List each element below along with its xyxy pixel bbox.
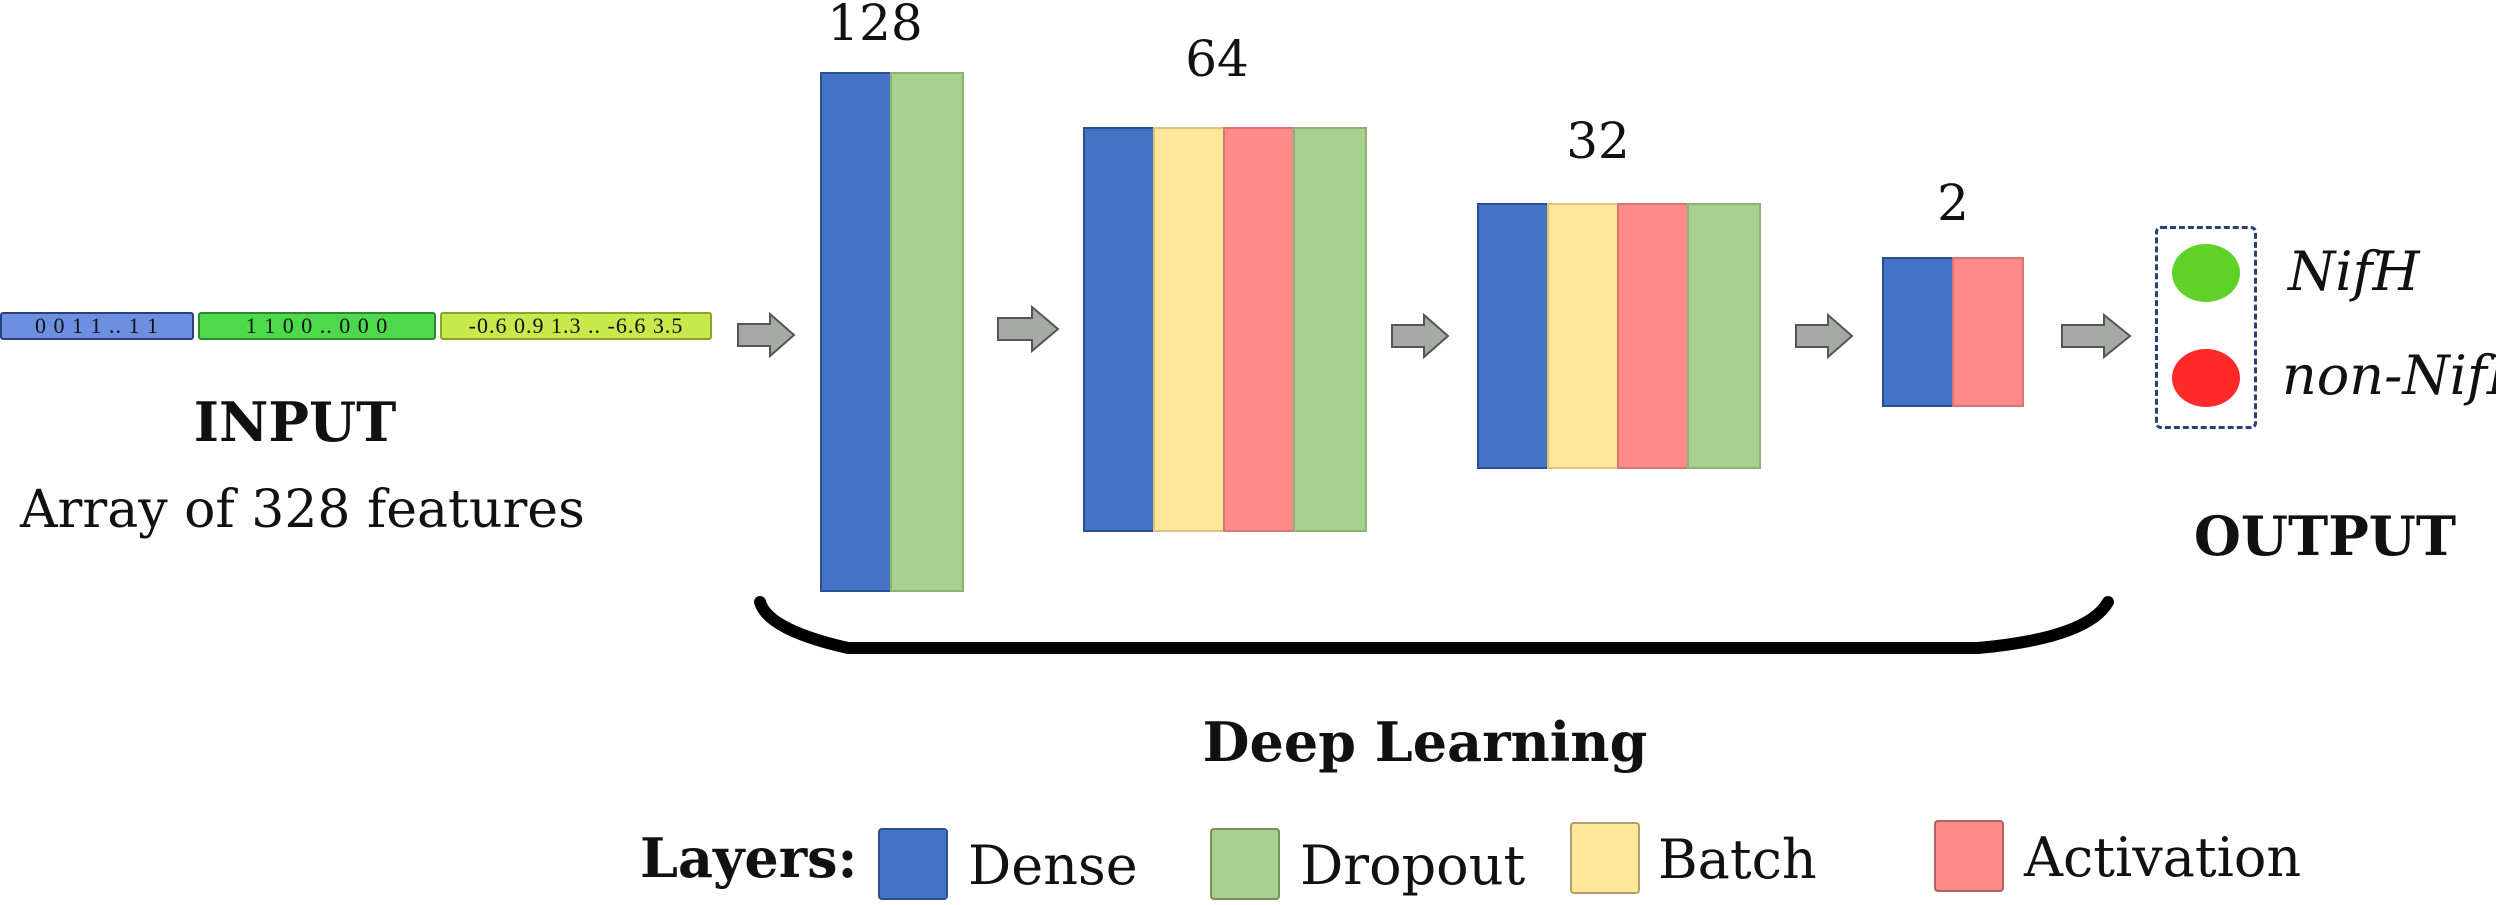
input-vector-real-text: -0.6 0.9 1.3 .. -6.6 3.5 <box>468 313 684 338</box>
layer-64-dense-block <box>1083 127 1155 532</box>
output-title: OUTPUT <box>2193 504 2457 568</box>
arrow-2-to-output-icon <box>2061 312 2132 360</box>
input-vector-real: -0.6 0.9 1.3 .. -6.6 3.5 <box>440 312 712 340</box>
output-nifh-label: NifH <box>2288 240 2420 303</box>
input-vector-binary-1-text: 0 0 1 1 .. 1 1 <box>35 313 159 338</box>
legend-dropout-swatch <box>1210 828 1280 900</box>
arrow-input-to-128-icon <box>737 311 796 359</box>
layer-2-dense-block <box>1882 257 1954 407</box>
layer-2-activation-block <box>1952 257 2024 407</box>
layer-2-size-label: 2 <box>1937 174 1969 232</box>
output-non-nifh-dot <box>2172 349 2240 407</box>
layer-128-size-label: 128 <box>827 0 923 52</box>
output-non-nifh-label: non-NifH <box>2282 344 2496 407</box>
input-vector-binary-2: 1 1 0 0 .. 0 0 0 <box>198 312 436 340</box>
layer-32-dropout-block <box>1687 203 1761 469</box>
arrow-64-to-32-icon <box>1391 312 1450 360</box>
input-subtitle: Array of 328 features <box>20 480 585 540</box>
input-vector-binary-1: 0 0 1 1 .. 1 1 <box>0 312 194 340</box>
legend-batch-swatch <box>1570 822 1640 894</box>
legend-batch-label: Batch <box>1658 828 1817 891</box>
layer-32-dense-block <box>1477 203 1549 469</box>
layer-64-size-label: 64 <box>1185 30 1249 88</box>
deep-learning-label: Deep Learning <box>1202 710 1648 774</box>
legend-activation-label: Activation <box>2024 826 2302 889</box>
layer-64-batch-block <box>1153 127 1225 532</box>
legend-dropout-label: Dropout <box>1300 834 1526 897</box>
layer-128-dense-block <box>820 72 892 592</box>
legend-dense-label: Dense <box>968 834 1138 897</box>
legend-dense-swatch <box>878 828 948 900</box>
input-vector-binary-2-text: 1 1 0 0 .. 0 0 0 <box>245 313 389 338</box>
layer-32-batch-block <box>1547 203 1619 469</box>
input-title: INPUT <box>193 390 397 454</box>
layer-32-activation-block <box>1617 203 1689 469</box>
layer-32-size-label: 32 <box>1566 112 1630 170</box>
layer-128-dropout-block <box>890 72 964 592</box>
layer-64-activation-block <box>1223 127 1295 532</box>
layer-64-dropout-block <box>1293 127 1367 532</box>
arrow-32-to-2-icon <box>1795 312 1854 360</box>
legend-activation-swatch <box>1934 820 2004 892</box>
deep-learning-brace <box>754 596 2114 654</box>
output-box <box>2155 226 2257 429</box>
output-nifh-dot <box>2172 244 2240 302</box>
legend-title: Layers: <box>640 826 858 890</box>
arrow-128-to-64-icon <box>997 304 1060 354</box>
